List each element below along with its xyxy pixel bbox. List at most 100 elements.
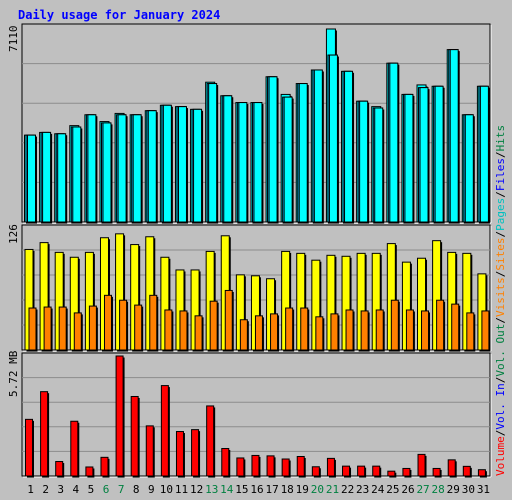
pages-bar — [344, 70, 354, 223]
pages-bar — [177, 106, 187, 223]
x-tick-label: 25 — [386, 483, 399, 496]
visits-bar — [239, 319, 248, 351]
visits-bar — [103, 294, 112, 351]
volume-bar — [387, 470, 396, 477]
pages-bar — [374, 107, 384, 223]
x-tick-label: 26 — [401, 483, 414, 496]
x-tick-label: 19 — [296, 483, 309, 496]
x-tick-label: 24 — [371, 483, 385, 496]
visits-bar — [134, 304, 143, 351]
pages-bar — [298, 83, 308, 223]
pages-bar — [419, 87, 429, 223]
pages-bar — [283, 96, 293, 223]
pages-bar — [449, 49, 459, 223]
panel-visits-sites — [21, 224, 492, 352]
pages-bar — [57, 133, 67, 223]
volume-bar — [236, 457, 245, 477]
visits-bar — [254, 315, 263, 351]
pages-bar — [42, 131, 52, 223]
visits-bar — [421, 310, 430, 351]
volume-bar — [477, 469, 486, 477]
x-tick-label: 9 — [148, 483, 155, 496]
legend-files: Files — [494, 158, 507, 191]
visits-bar — [436, 299, 445, 351]
pages-bar — [208, 83, 218, 223]
visits-bar — [224, 289, 233, 351]
visits-bar — [375, 309, 384, 351]
visits-bar — [209, 300, 218, 351]
max-label-hits: 7110 — [7, 26, 20, 53]
visits-bar — [390, 299, 399, 351]
x-tick-label: 15 — [235, 483, 248, 496]
volume-bar — [432, 467, 441, 477]
visits-bar — [28, 307, 37, 351]
legend-separator: / — [494, 191, 507, 198]
legend-hits: Hits — [494, 125, 507, 152]
visits-bar — [451, 303, 460, 351]
visits-bar — [300, 307, 309, 351]
pages-bar — [72, 126, 82, 223]
volume-bar — [145, 425, 154, 477]
pages-bar — [147, 110, 157, 223]
volume-bar — [462, 465, 471, 477]
legend-separator: / — [494, 317, 507, 324]
visits-bar — [270, 313, 279, 351]
legend-separator: / — [494, 231, 507, 238]
panel-hits-files-pages — [21, 23, 492, 224]
volume-bar — [206, 405, 215, 477]
x-tick-label: 16 — [250, 483, 263, 496]
visits-bar — [149, 294, 158, 351]
x-tick-label: 13 — [205, 483, 218, 496]
max-label-volume: 5.72 MB — [7, 350, 20, 397]
volume-bar — [372, 465, 381, 477]
pages-bar — [132, 114, 142, 223]
visits-bar — [73, 312, 82, 351]
visits-bar — [466, 312, 475, 351]
pages-bar — [102, 122, 112, 223]
x-tick-label: 3 — [57, 483, 64, 496]
visits-bar — [88, 305, 97, 351]
volume-bar — [40, 391, 49, 477]
visits-bar — [119, 299, 128, 351]
legend-separator: / — [494, 377, 507, 384]
panel-volume — [21, 352, 492, 478]
visits-bar — [285, 307, 294, 351]
x-tick-label: 27 — [416, 483, 429, 496]
visits-bar — [194, 315, 203, 351]
visits-bar — [315, 316, 324, 351]
x-axis-labels: 1 2 3 4 5 6 7 8 9 10 11 12 13 14 15 16 17 18 19 20 21 22 23 24 2… — [27, 483, 490, 496]
x-tick-label: 12 — [190, 483, 203, 496]
volume-bar — [326, 457, 335, 477]
legend-pages: Pages — [494, 198, 507, 231]
legend-separator: / — [494, 151, 507, 158]
volume-bar — [100, 456, 109, 477]
x-tick-label: 22 — [341, 483, 354, 496]
visits-bar — [58, 306, 67, 351]
volume-bar — [70, 420, 79, 477]
legend-vol-out: Vol. Out — [494, 324, 507, 377]
volume-bar — [191, 429, 200, 477]
volume-bar — [357, 465, 366, 477]
volume-bar — [115, 355, 124, 477]
volume-bar — [296, 455, 305, 477]
volume-bar — [175, 431, 184, 477]
x-tick-label: 17 — [265, 483, 278, 496]
legend-right: Volume/Vol. In/Vol. Out/Visits/Sites/Pag… — [494, 125, 507, 476]
visits-bar — [345, 309, 354, 351]
pages-bar — [193, 108, 203, 223]
visits-bar — [360, 310, 369, 351]
pages-bar — [117, 114, 127, 223]
volume-bar — [221, 448, 230, 477]
pages-bar — [238, 102, 248, 223]
pages-bar — [479, 85, 489, 223]
x-tick-label: 30 — [462, 483, 475, 496]
pages-bar — [404, 93, 414, 223]
pages-bar — [464, 114, 474, 223]
visits-bar — [405, 309, 414, 351]
x-tick-label: 6 — [103, 483, 110, 496]
legend-visits: Visits — [494, 277, 507, 317]
volume-bar — [417, 453, 426, 477]
volume-bar — [402, 467, 411, 477]
volume-bar — [160, 385, 169, 477]
